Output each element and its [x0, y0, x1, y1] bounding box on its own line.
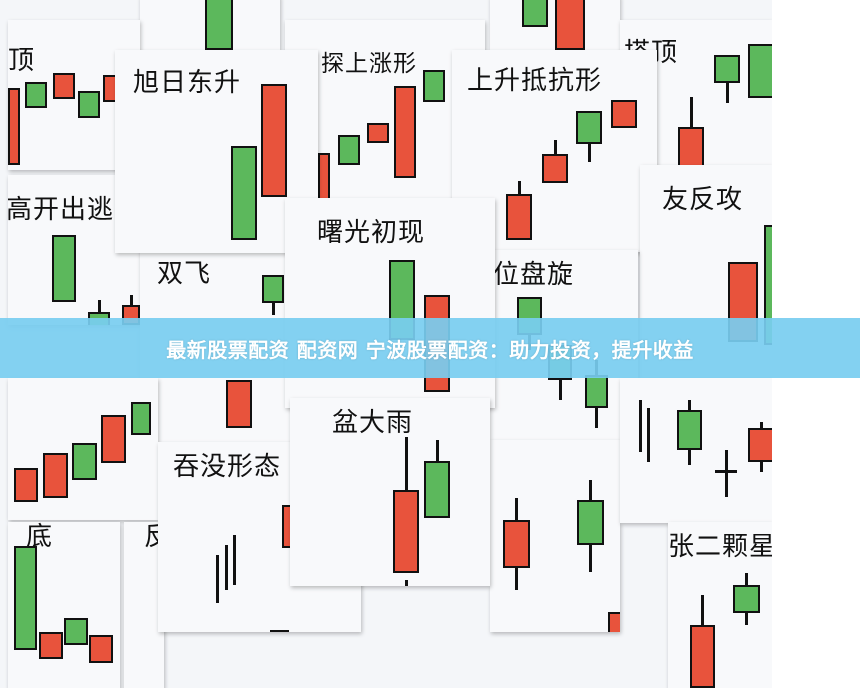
candle-wick — [646, 408, 650, 462]
candle-red — [542, 154, 568, 183]
candle-green — [262, 275, 284, 303]
candle-green — [733, 585, 760, 613]
candle-wick — [724, 450, 728, 497]
candle-red — [43, 453, 68, 498]
pattern-card — [620, 378, 772, 523]
candle-wick — [701, 595, 704, 625]
candle-red — [678, 127, 704, 167]
card-title: 吞没形态 — [173, 452, 282, 482]
card-title: 顶 — [8, 46, 36, 76]
candle-red — [506, 194, 532, 240]
candle-green — [424, 461, 450, 518]
pattern-card: 旭日东升 — [115, 50, 318, 253]
candle-red — [748, 428, 772, 462]
candle-green — [677, 410, 702, 450]
card-title: 位盘旋 — [493, 260, 575, 290]
candle-wick — [404, 437, 408, 490]
candle-green — [338, 135, 360, 165]
candle-green — [131, 402, 151, 435]
candle-red — [14, 468, 38, 502]
headline-text: 最新股票配资 配资网 宁波股票配资：助力投资，提升收益 — [166, 337, 694, 362]
candle-green — [576, 111, 602, 144]
card-title: 探上涨形 — [321, 51, 417, 77]
pattern-card: 探上涨形 — [285, 20, 485, 200]
candle-wick — [435, 440, 439, 461]
candle-green — [64, 618, 88, 645]
candle-red — [89, 635, 113, 663]
pattern-card — [490, 0, 620, 50]
pattern-card — [140, 0, 280, 50]
candle-cross-bar — [715, 470, 737, 473]
candle-red — [367, 123, 389, 143]
candle-wick — [224, 545, 228, 590]
candle-red — [690, 625, 715, 688]
candle-green — [14, 546, 37, 650]
candle-wick — [405, 580, 408, 586]
candle-green — [423, 70, 445, 102]
candle-red — [39, 632, 63, 659]
pattern-card: 盆大雨 — [290, 398, 490, 586]
candle-red — [555, 0, 585, 50]
candle-red — [270, 630, 289, 632]
candle-green — [78, 91, 100, 118]
candle-green — [52, 235, 76, 302]
card-title: 旭日东升 — [133, 68, 242, 98]
candle-wick — [215, 555, 219, 603]
pattern-card: 底 — [8, 522, 120, 688]
candle-wick — [689, 97, 693, 127]
candle-wick — [553, 140, 557, 154]
candle-red — [53, 73, 75, 99]
candle-red — [101, 415, 126, 463]
candle-wick — [638, 400, 642, 452]
candle-red — [226, 380, 252, 428]
candle-green — [748, 44, 772, 98]
pattern-card — [490, 440, 620, 632]
candle-red — [8, 88, 20, 165]
candle-green — [714, 55, 740, 83]
card-title: 双飞 — [157, 259, 212, 289]
candle-red — [393, 490, 419, 573]
pattern-card: 上升抵抗形 — [452, 50, 657, 252]
candle-green — [231, 146, 257, 240]
card-title: 高开出逃 — [8, 195, 115, 225]
card-title: 曙光初现 — [317, 218, 426, 248]
candle-red — [503, 520, 530, 568]
candle-wick — [517, 181, 521, 194]
candle-red — [608, 612, 620, 632]
card-title: 盆大雨 — [332, 408, 414, 438]
pattern-card — [8, 378, 158, 520]
card-title: 友反攻 — [662, 185, 744, 215]
candle-green — [522, 0, 548, 27]
candle-green — [72, 443, 97, 480]
candle-green — [25, 82, 47, 108]
headline-banner: 最新股票配资 配资网 宁波股票配资：助力投资，提升收益 — [0, 318, 860, 378]
candle-red — [261, 84, 287, 197]
candle-green — [577, 500, 604, 545]
candle-red — [318, 153, 330, 200]
candle-green — [585, 375, 608, 408]
candle-red — [611, 100, 637, 128]
card-title: 张二颗星 — [668, 532, 772, 562]
candle-green — [205, 0, 233, 50]
candle-red — [394, 86, 416, 178]
candle-wick — [232, 535, 236, 585]
card-title: 上升抵抗形 — [467, 66, 603, 96]
pattern-card: 张二颗星 — [668, 522, 772, 688]
